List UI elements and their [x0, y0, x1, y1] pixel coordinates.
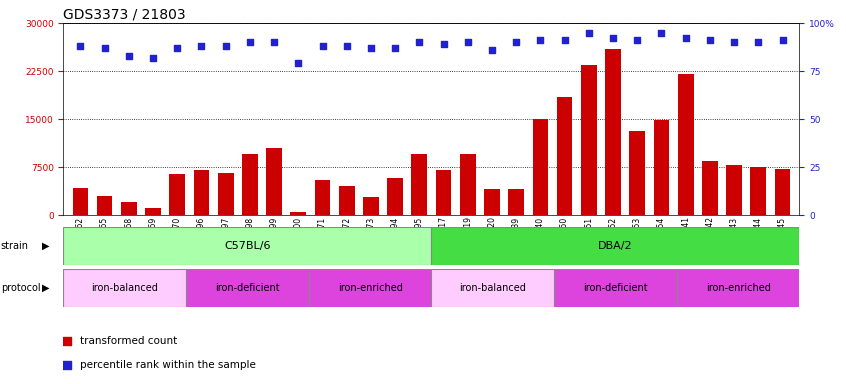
- Text: transformed count: transformed count: [80, 336, 178, 346]
- Text: iron-enriched: iron-enriched: [338, 283, 403, 293]
- Point: [292, 60, 305, 66]
- Point: [98, 45, 112, 51]
- Bar: [242, 154, 258, 215]
- Bar: [290, 212, 306, 215]
- Text: GDS3373 / 21803: GDS3373 / 21803: [63, 8, 186, 22]
- Bar: [554, 269, 677, 307]
- Point: [776, 37, 789, 43]
- Bar: [73, 188, 88, 215]
- Text: ▶: ▶: [42, 283, 50, 293]
- Point: [219, 43, 233, 49]
- Text: ▶: ▶: [42, 241, 50, 251]
- Bar: [702, 161, 717, 215]
- Point: [364, 45, 377, 51]
- Bar: [557, 97, 573, 215]
- Point: [582, 30, 596, 36]
- Point: [751, 39, 765, 45]
- Point: [413, 39, 426, 45]
- Point: [122, 53, 135, 59]
- Point: [678, 35, 692, 41]
- Bar: [363, 197, 379, 215]
- Bar: [750, 167, 766, 215]
- Point: [146, 55, 160, 61]
- Text: iron-balanced: iron-balanced: [459, 283, 526, 293]
- Text: protocol: protocol: [1, 283, 41, 293]
- Bar: [431, 269, 554, 307]
- Point: [388, 45, 402, 51]
- Bar: [460, 154, 475, 215]
- Text: iron-deficient: iron-deficient: [583, 283, 648, 293]
- Bar: [436, 170, 452, 215]
- Point: [558, 37, 571, 43]
- Bar: [96, 196, 113, 215]
- Point: [728, 39, 741, 45]
- Bar: [121, 202, 137, 215]
- Bar: [63, 227, 431, 265]
- Point: [267, 39, 281, 45]
- Text: iron-balanced: iron-balanced: [91, 283, 158, 293]
- Bar: [194, 170, 209, 215]
- Bar: [186, 269, 309, 307]
- Point: [607, 35, 620, 41]
- Point: [316, 43, 329, 49]
- Point: [195, 43, 208, 49]
- Point: [486, 47, 499, 53]
- Bar: [431, 227, 799, 265]
- Bar: [581, 65, 596, 215]
- Bar: [63, 269, 186, 307]
- Point: [60, 338, 74, 344]
- Bar: [217, 173, 233, 215]
- Bar: [387, 178, 403, 215]
- Point: [340, 43, 354, 49]
- Point: [703, 37, 717, 43]
- Point: [461, 39, 475, 45]
- Bar: [315, 180, 331, 215]
- Bar: [411, 154, 427, 215]
- Text: iron-deficient: iron-deficient: [215, 283, 280, 293]
- Point: [509, 39, 523, 45]
- Bar: [532, 119, 548, 215]
- Point: [630, 37, 644, 43]
- Bar: [654, 120, 669, 215]
- Bar: [339, 186, 354, 215]
- Bar: [484, 189, 500, 215]
- Bar: [508, 189, 524, 215]
- Text: DBA/2: DBA/2: [598, 241, 633, 251]
- Bar: [605, 49, 621, 215]
- Point: [243, 39, 256, 45]
- Bar: [775, 169, 790, 215]
- Bar: [169, 174, 185, 215]
- Point: [74, 43, 87, 49]
- Bar: [678, 74, 694, 215]
- Text: C57BL/6: C57BL/6: [224, 241, 271, 251]
- Bar: [309, 269, 431, 307]
- Bar: [629, 131, 645, 215]
- Bar: [726, 165, 742, 215]
- Point: [534, 37, 547, 43]
- Bar: [266, 148, 282, 215]
- Text: iron-enriched: iron-enriched: [706, 283, 771, 293]
- Bar: [677, 269, 799, 307]
- Text: strain: strain: [1, 241, 29, 251]
- Bar: [146, 208, 161, 215]
- Point: [437, 41, 450, 47]
- Text: percentile rank within the sample: percentile rank within the sample: [80, 360, 255, 370]
- Point: [171, 45, 184, 51]
- Point: [60, 362, 74, 368]
- Point: [655, 30, 668, 36]
